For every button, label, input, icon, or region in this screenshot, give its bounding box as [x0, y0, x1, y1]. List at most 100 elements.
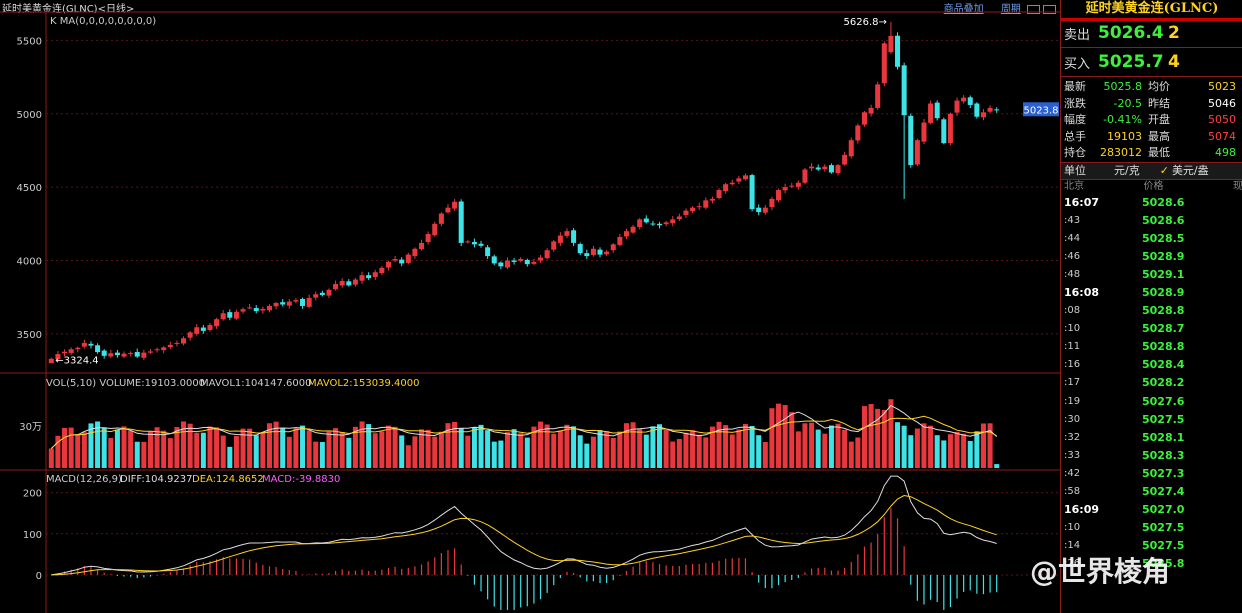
chart-svg: 3500 4000 4500 5000 5500 K MA(0,0,0,0,0,0,0,0… [0, 11, 1060, 613]
chart-area[interactable]: 延时美黄金连(GLNC)<日线> 商品叠加 周期 3500 4000 4500 500… [0, 0, 1060, 613]
candle-body [941, 119, 947, 144]
unit-value[interactable]: 元/克 [1114, 163, 1140, 177]
tick-row: :44 5028.5 [1061, 230, 1242, 248]
candle-body [980, 112, 986, 118]
tick-time: :26 [1064, 558, 1081, 570]
volume-bar [716, 421, 722, 468]
unit-alt[interactable]: 美元/盎 [1171, 163, 1209, 177]
tick-row: :30 5027.5 [1061, 411, 1242, 429]
stat-label: 涨跌 [1064, 96, 1086, 110]
candle-body [815, 167, 821, 170]
volume-bar [227, 446, 233, 468]
layout-icon[interactable] [1027, 4, 1040, 14]
candle-body [861, 112, 867, 125]
tick-price: 5027.6 [1142, 394, 1185, 408]
candle-body [617, 237, 623, 245]
candle-body [736, 178, 742, 182]
volume-bar [769, 408, 775, 468]
tick-row: :17 5028.2 [1061, 374, 1242, 392]
candle-body [392, 259, 398, 261]
stat-value: 5023 [1208, 80, 1236, 93]
price-panel-label: K MA(0,0,0,0,0,0,0,0) [50, 16, 156, 27]
candle-body [68, 349, 74, 353]
volume-bar [835, 423, 841, 468]
volume-bar [961, 433, 967, 468]
overlay-link[interactable]: 商品叠加 [943, 4, 984, 15]
candle-body [114, 352, 120, 356]
volume-bar [822, 433, 828, 468]
volume-bar [531, 426, 537, 468]
volume-bar [75, 433, 81, 468]
volume-bar [233, 436, 239, 468]
tick-time: :08 [1064, 305, 1081, 317]
candle-body [293, 300, 299, 302]
candle-body [709, 198, 715, 201]
low-annotation: ←3324.4 [55, 356, 98, 367]
buy-row: 买入 5025.7 4 [1061, 50, 1242, 74]
stat-label: 持仓 [1064, 146, 1086, 159]
volume-bar [782, 405, 788, 468]
volume-bar [901, 425, 907, 468]
tick-time: :44 [1064, 232, 1081, 244]
tick-price: 5028.3 [1142, 448, 1185, 462]
stats-grid: 最新 5025.8 均价 5023 涨跌 -20.5 昨结 5046 幅度 -0.41% 开盘 505… [1061, 79, 1242, 162]
buy-label: 买入 [1064, 56, 1091, 72]
volume-bar [511, 429, 517, 468]
volume-bar [95, 421, 101, 468]
candle-body [141, 352, 147, 358]
candle-body [716, 190, 722, 198]
tick-price: 5027.3 [1142, 466, 1185, 480]
candle-body [901, 65, 907, 116]
stat-label: 均价 [1148, 80, 1170, 93]
candle-body [81, 342, 87, 347]
tick-time: :19 [1064, 395, 1081, 407]
candle-body [379, 267, 385, 274]
volume-bar [385, 425, 391, 468]
candle-body [597, 249, 603, 255]
candle-body [729, 182, 735, 185]
candle-body [260, 308, 266, 311]
volume-bar [908, 435, 914, 468]
candle-body [914, 140, 920, 165]
layout2-icon[interactable] [1043, 4, 1056, 14]
candle-body [147, 351, 153, 353]
volume-bar [756, 435, 762, 468]
macd-dea-label: DEA:124.8652 [192, 474, 264, 485]
stat-value: -0.41% [1103, 113, 1142, 126]
tick-price: 5028.5 [1142, 231, 1185, 245]
volume-bar [868, 404, 874, 468]
candle-body [134, 352, 140, 357]
volume-bar [597, 430, 603, 468]
tick-price: 5028.1 [1142, 430, 1185, 444]
volume-bar [703, 437, 709, 468]
candle-body [339, 281, 345, 286]
candle-body [240, 309, 246, 312]
period-link[interactable]: 周期 [1000, 4, 1021, 15]
volume-bar [161, 430, 167, 468]
candle-body [544, 250, 550, 259]
volume-bar [273, 421, 279, 468]
volume-bar [352, 426, 358, 468]
tick-row: :08 5028.8 [1061, 302, 1242, 320]
candle-body [590, 248, 596, 255]
volume-bar [485, 430, 491, 468]
volume-bar [802, 423, 808, 468]
candle-body [385, 261, 391, 268]
candle-body [333, 283, 339, 290]
candle-body [458, 201, 464, 243]
volume-bar [313, 441, 319, 468]
candle-body [551, 241, 557, 250]
top-bar: 延时美黄金连(GLNC)<日线> 商品叠加 周期 [0, 0, 1060, 15]
volume-bar [888, 399, 894, 468]
tick-price: 5028.6 [1142, 195, 1185, 209]
tick-price: 5028.7 [1142, 322, 1185, 336]
candle-body [676, 216, 682, 220]
volume-bar [280, 427, 286, 468]
mavol1-label: MAVOL1:104147.6000 [200, 378, 311, 389]
volume-bar [134, 441, 140, 468]
volume-bar [181, 421, 187, 468]
candle-body [399, 259, 405, 264]
candle-body [650, 223, 656, 225]
volume-bar [293, 428, 299, 468]
tick-price: 5028.6 [1142, 213, 1185, 227]
